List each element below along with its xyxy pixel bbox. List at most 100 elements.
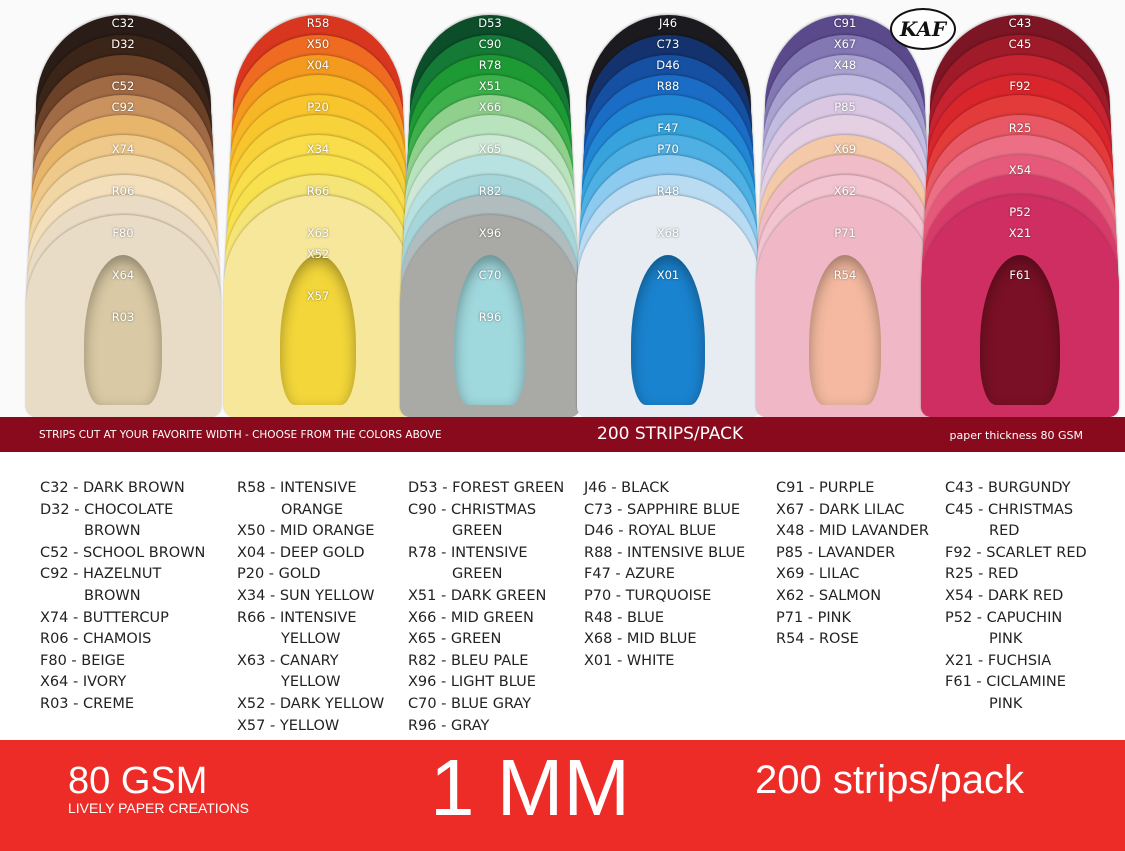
- photo-color-code: X62: [833, 184, 857, 198]
- legend-entry: P85 - LAVANDER: [776, 543, 929, 565]
- photo-color-code: X96: [478, 226, 502, 240]
- legend-entry-continuation: BROWN: [84, 523, 141, 540]
- legend-entry-text: J46 - BLACK: [584, 480, 669, 496]
- photo-color-code: C90: [478, 37, 502, 51]
- legend-entry: X04 - DEEP GOLD: [237, 543, 384, 565]
- photo-color-code: F80: [112, 226, 134, 240]
- footer-width: 1 MM: [430, 743, 630, 832]
- photo-color-code: R58: [306, 16, 330, 30]
- kaf-logo: KAF: [890, 8, 956, 50]
- photo-color-code: C52: [111, 79, 135, 93]
- legend-entry: X66 - MID GREEN: [408, 608, 564, 630]
- photo-color-code: X64: [111, 268, 135, 282]
- legend-entry-continuation: YELLOW: [281, 674, 341, 691]
- legend-entry-text: C52 - SCHOOL BROWN: [40, 544, 206, 561]
- legend-entry-text: R66 - INTENSIVE: [237, 609, 357, 626]
- legend-entry-text: D46 - ROYAL BLUE: [584, 523, 717, 540]
- legend-entry: C90 - CHRISTMAS GREEN: [408, 500, 564, 543]
- legend-entry-text: C70 - BLUE GRAY: [408, 695, 532, 712]
- legend-entry: F47 - AZURE: [584, 564, 745, 586]
- legend-entry: R78 - INTENSIVE GREEN: [408, 543, 564, 586]
- photo-color-code: D53: [478, 16, 502, 30]
- photo-color-code: C45: [1008, 37, 1032, 51]
- legend-entry: X96 - LIGHT BLUE: [408, 672, 564, 694]
- legend-entry-text: X64 - IVORY: [40, 674, 127, 691]
- legend-entry-text: C45 - CHRISTMAS: [945, 501, 1074, 518]
- legend-entry: X68 - MID BLUE: [584, 629, 745, 651]
- legend-entry-text: R88 - INTENSIVE BLUE: [584, 544, 746, 561]
- legend-entry: X52 - DARK YELLOW: [237, 694, 384, 716]
- legend-entry: X67 - DARK LILAC: [776, 500, 929, 522]
- photo-color-code: X68: [656, 226, 680, 240]
- photo-color-code: X63: [306, 226, 330, 240]
- photo-color-code: X57: [306, 289, 330, 303]
- legend-entry: P71 - PINK: [776, 608, 929, 630]
- legend-entry-text: X52 - DARK YELLOW: [237, 695, 385, 712]
- legend-entry: X51 - DARK GREEN: [408, 586, 564, 608]
- photo-color-code: X34: [306, 142, 330, 156]
- strip-bundle: R58 X50 X04 P20 X34 R66 X63 X52 X57: [223, 0, 413, 417]
- legend-entry-continuation: RED: [989, 523, 1020, 540]
- banner-left-text: STRIPS CUT AT YOUR FAVORITE WIDTH - CHOO…: [39, 429, 442, 441]
- legend-entry-text: C92 - HAZELNUT: [40, 566, 162, 583]
- legend-entry-text: R54 - ROSE: [776, 631, 859, 648]
- legend-entry: X62 - SALMON: [776, 586, 929, 608]
- legend-entry: P70 - TURQUOISE: [584, 586, 745, 608]
- legend-entry: C91 - PURPLE: [776, 478, 929, 500]
- legend-entry: C92 - HAZELNUT BROWN: [40, 564, 205, 607]
- legend-entry-text: F80 - BEIGE: [40, 652, 126, 669]
- photo-color-code: R82: [478, 184, 502, 198]
- legend-entry: D46 - ROYAL BLUE: [584, 521, 745, 543]
- legend-column: C32 - DARK BROWN D32 - CHOCOLATE BROWN C52 …: [40, 478, 205, 716]
- legend-entry: X69 - LILAC: [776, 564, 929, 586]
- legend-column: R58 - INTENSIVE ORANGE X50 - MID ORANGE X04…: [237, 478, 384, 737]
- legend-entry: X65 - GREEN: [408, 629, 564, 651]
- legend-entry: C32 - DARK BROWN: [40, 478, 205, 500]
- legend-entry-text: P52 - CAPUCHIN: [945, 609, 1063, 626]
- photo-color-code: X65: [478, 142, 502, 156]
- legend-entry-text: P20 - GOLD: [237, 566, 321, 583]
- legend-entry-text: R96 - GRAY: [408, 717, 490, 734]
- legend-entry-text: X04 - DEEP GOLD: [237, 544, 365, 561]
- legend-entry-text: X51 - DARK GREEN: [408, 587, 547, 604]
- photo-color-code: R88: [656, 79, 680, 93]
- legend-entry-continuation: PINK: [989, 695, 1023, 712]
- legend-entry-text: X69 - LILAC: [776, 566, 860, 583]
- legend-entry-text: R82 - BLEU PALE: [408, 652, 529, 669]
- legend-entry: C45 - CHRISTMAS RED: [945, 500, 1087, 543]
- logo-text: KAF: [899, 17, 947, 41]
- legend-entry-text: F61 - CICLAMINE: [945, 674, 1066, 691]
- legend-entry-text: X34 - SUN YELLOW: [237, 587, 375, 604]
- photo-color-code: X69: [833, 142, 857, 156]
- legend-entry: F61 - CICLAMINE PINK: [945, 672, 1087, 715]
- photo-color-code: C91: [833, 16, 857, 30]
- photo-color-code: R03: [111, 310, 135, 324]
- photo-color-code: X50: [306, 37, 330, 51]
- legend-entry-text: C90 - CHRISTMAS: [408, 501, 537, 518]
- legend-entry: X21 - FUCHSIA: [945, 651, 1087, 673]
- legend-entry: P20 - GOLD: [237, 564, 384, 586]
- legend-entry: R06 - CHAMOIS: [40, 629, 205, 651]
- legend-entry-text: F92 - SCARLET RED: [945, 544, 1087, 561]
- legend-entry: R03 - CREME: [40, 694, 205, 716]
- legend-entry-text: X50 - MID ORANGE: [237, 523, 375, 540]
- legend-entry: R88 - INTENSIVE BLUE: [584, 543, 745, 565]
- legend-entry-text: R78 - INTENSIVE: [408, 544, 528, 561]
- photo-color-code: X74: [111, 142, 135, 156]
- legend-entry-text: R48 - BLUE: [584, 609, 665, 626]
- photo-color-code: X48: [833, 58, 857, 72]
- photo-color-code: F61: [1009, 268, 1031, 282]
- strip-bundle: C32 D32 C52 C92 X74 R06 F80 X64 R03: [25, 0, 221, 417]
- footer-pack: 200 strips/pack: [755, 758, 1025, 802]
- photo-color-code: R54: [833, 268, 857, 282]
- legend-entry: R82 - BLEU PALE: [408, 651, 564, 673]
- legend-entry-text: X66 - MID GREEN: [408, 609, 534, 626]
- photo-color-code: C73: [656, 37, 680, 51]
- strip-bundle: C43 C45 F92 R25 X54 P52 X21 F61: [920, 0, 1120, 417]
- photo-color-code: J46: [658, 16, 678, 30]
- legend-entry: X50 - MID ORANGE: [237, 521, 384, 543]
- loop-opening: [631, 255, 705, 405]
- legend-entry: R66 - INTENSIVE YELLOW: [237, 608, 384, 651]
- legend-entry: X34 - SUN YELLOW: [237, 586, 384, 608]
- legend-entry-text: P71 - PINK: [776, 609, 852, 626]
